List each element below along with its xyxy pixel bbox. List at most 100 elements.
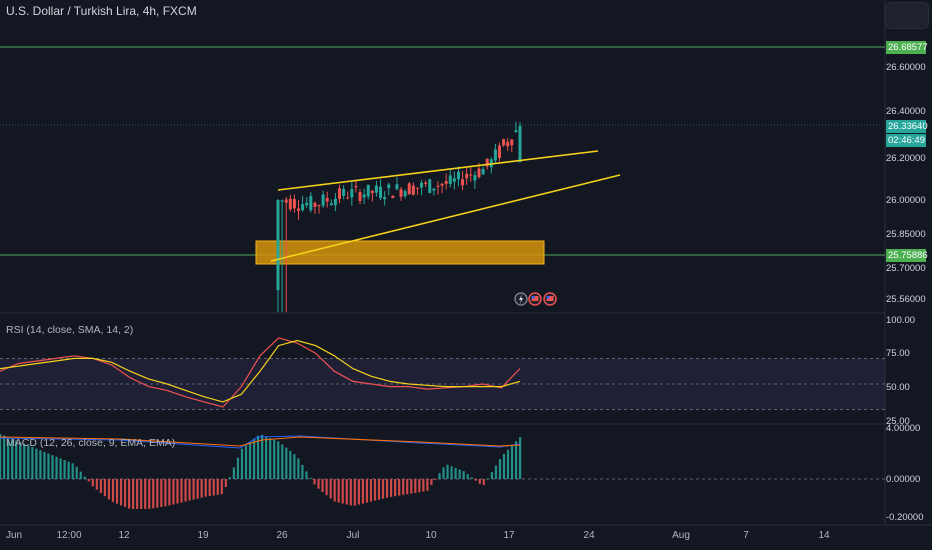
candle-body (309, 195, 313, 211)
macd-line (0, 435, 521, 449)
macd-histogram-bar (422, 479, 425, 492)
macd-histogram-bar (305, 471, 308, 479)
macd-histogram-bar (244, 445, 248, 479)
macd-histogram-bar (212, 479, 215, 496)
time-tick: Jun (5, 530, 23, 541)
macd-histogram-bar (458, 469, 461, 479)
candle-body (317, 205, 321, 207)
candle-body (395, 184, 399, 190)
macd-histogram-bar (297, 458, 300, 479)
price-tick: 25.85000 (886, 229, 926, 240)
macd-histogram-bar (470, 477, 473, 479)
macd-histogram-bar (309, 477, 312, 479)
candle-body (383, 197, 387, 200)
macd-histogram-bar (43, 451, 46, 479)
price-tick: 25.56000 (886, 294, 926, 305)
macd-histogram-bar (490, 472, 493, 479)
macd-histogram-bar (132, 479, 135, 509)
macd-histogram-bar (83, 476, 86, 479)
macd-histogram-bar (390, 479, 393, 497)
candle-body (305, 202, 309, 206)
time-tick: 12:00 (56, 530, 82, 541)
macd-histogram-bar (47, 453, 50, 479)
macd-histogram-bar (71, 463, 74, 479)
candle-body (473, 175, 477, 181)
macd-histogram-bar (7, 437, 10, 479)
macd-histogram-bar (277, 441, 280, 479)
layout-button[interactable] (885, 2, 929, 29)
macd-histogram-bar (454, 467, 457, 479)
candle-body (321, 194, 325, 206)
candle-body (407, 183, 411, 195)
candle-body (493, 149, 497, 161)
macd-histogram-bar (301, 464, 304, 479)
time-tick: 7 (743, 530, 749, 541)
macd-histogram-bar (75, 466, 78, 479)
macd-histogram-bar (353, 479, 356, 506)
time-tick: 12 (118, 530, 130, 541)
price-tick: 26.20000 (886, 153, 926, 164)
candle-body (502, 139, 506, 146)
time-tick: Jul (346, 530, 360, 541)
price-tick: 26.60000 (886, 62, 926, 73)
rsi-band (0, 358, 885, 410)
candle-body (342, 189, 346, 196)
candle-body (333, 198, 337, 206)
macd-histogram-bar (381, 479, 385, 499)
rsi-tick: 25.00 (886, 416, 910, 427)
macd-histogram-bar (144, 479, 147, 509)
candle-body (452, 178, 456, 182)
macd-histogram-bar (91, 479, 94, 487)
macd-histogram-bar (256, 435, 260, 479)
macd-histogram-bar (341, 479, 344, 504)
macd-histogram-bar (31, 447, 34, 479)
macd-histogram-bar (220, 479, 223, 495)
signal-line (0, 436, 521, 447)
macd-histogram-bar (514, 441, 518, 479)
price-tick: 26.00000 (886, 195, 926, 206)
level-high-label: 26.68577 (886, 41, 928, 54)
candle-body (391, 195, 395, 199)
candle-body (297, 208, 301, 211)
candle-body (510, 139, 514, 146)
lightning-glyph (519, 294, 523, 304)
candle-body (461, 179, 465, 186)
macd-histogram-bar (398, 479, 401, 496)
macd-histogram-bar (450, 466, 453, 479)
macd-histogram-bar (79, 471, 82, 479)
macd-histogram-bar (394, 479, 397, 497)
macd-histogram-bar (27, 445, 30, 479)
macd-histogram-bar (325, 479, 328, 496)
macd-histogram-bar (385, 479, 389, 498)
candle-body (354, 185, 358, 188)
macd-histogram-bar (236, 457, 240, 479)
candle-body (387, 184, 391, 189)
macd-histogram-bar (11, 438, 14, 479)
candle-body (350, 188, 354, 198)
candle-body (481, 169, 485, 175)
macd-histogram-bar (168, 479, 171, 506)
macd-histogram-bar (519, 437, 522, 479)
macd-histogram-bar (208, 479, 211, 497)
macd-histogram-bar (216, 479, 219, 495)
candle-body (428, 179, 432, 193)
macd-histogram-bar (361, 479, 364, 504)
macd-histogram-bar (111, 479, 115, 503)
price-tick: 25.70000 (886, 263, 926, 274)
macd-histogram-bar (462, 471, 465, 479)
macd-histogram-bar (418, 479, 421, 493)
macd-histogram-bar (180, 479, 183, 503)
macd-histogram-bar (281, 444, 284, 479)
macd-histogram-bar (204, 479, 207, 497)
rsi-line (0, 337, 521, 408)
candle-body (432, 188, 436, 191)
macd-histogram-bar (285, 447, 288, 479)
rsi-title: RSI (14, close, SMA, 14, 2) (6, 324, 134, 336)
rsi-ma-line (0, 339, 521, 403)
time-tick: 19 (197, 530, 209, 541)
macd-histogram-bar (252, 438, 256, 479)
macd-title: MACD (12, 26, close, 9, EMA, EMA) (6, 437, 176, 449)
macd-histogram-bar (478, 479, 481, 484)
flag-canton (531, 296, 535, 299)
